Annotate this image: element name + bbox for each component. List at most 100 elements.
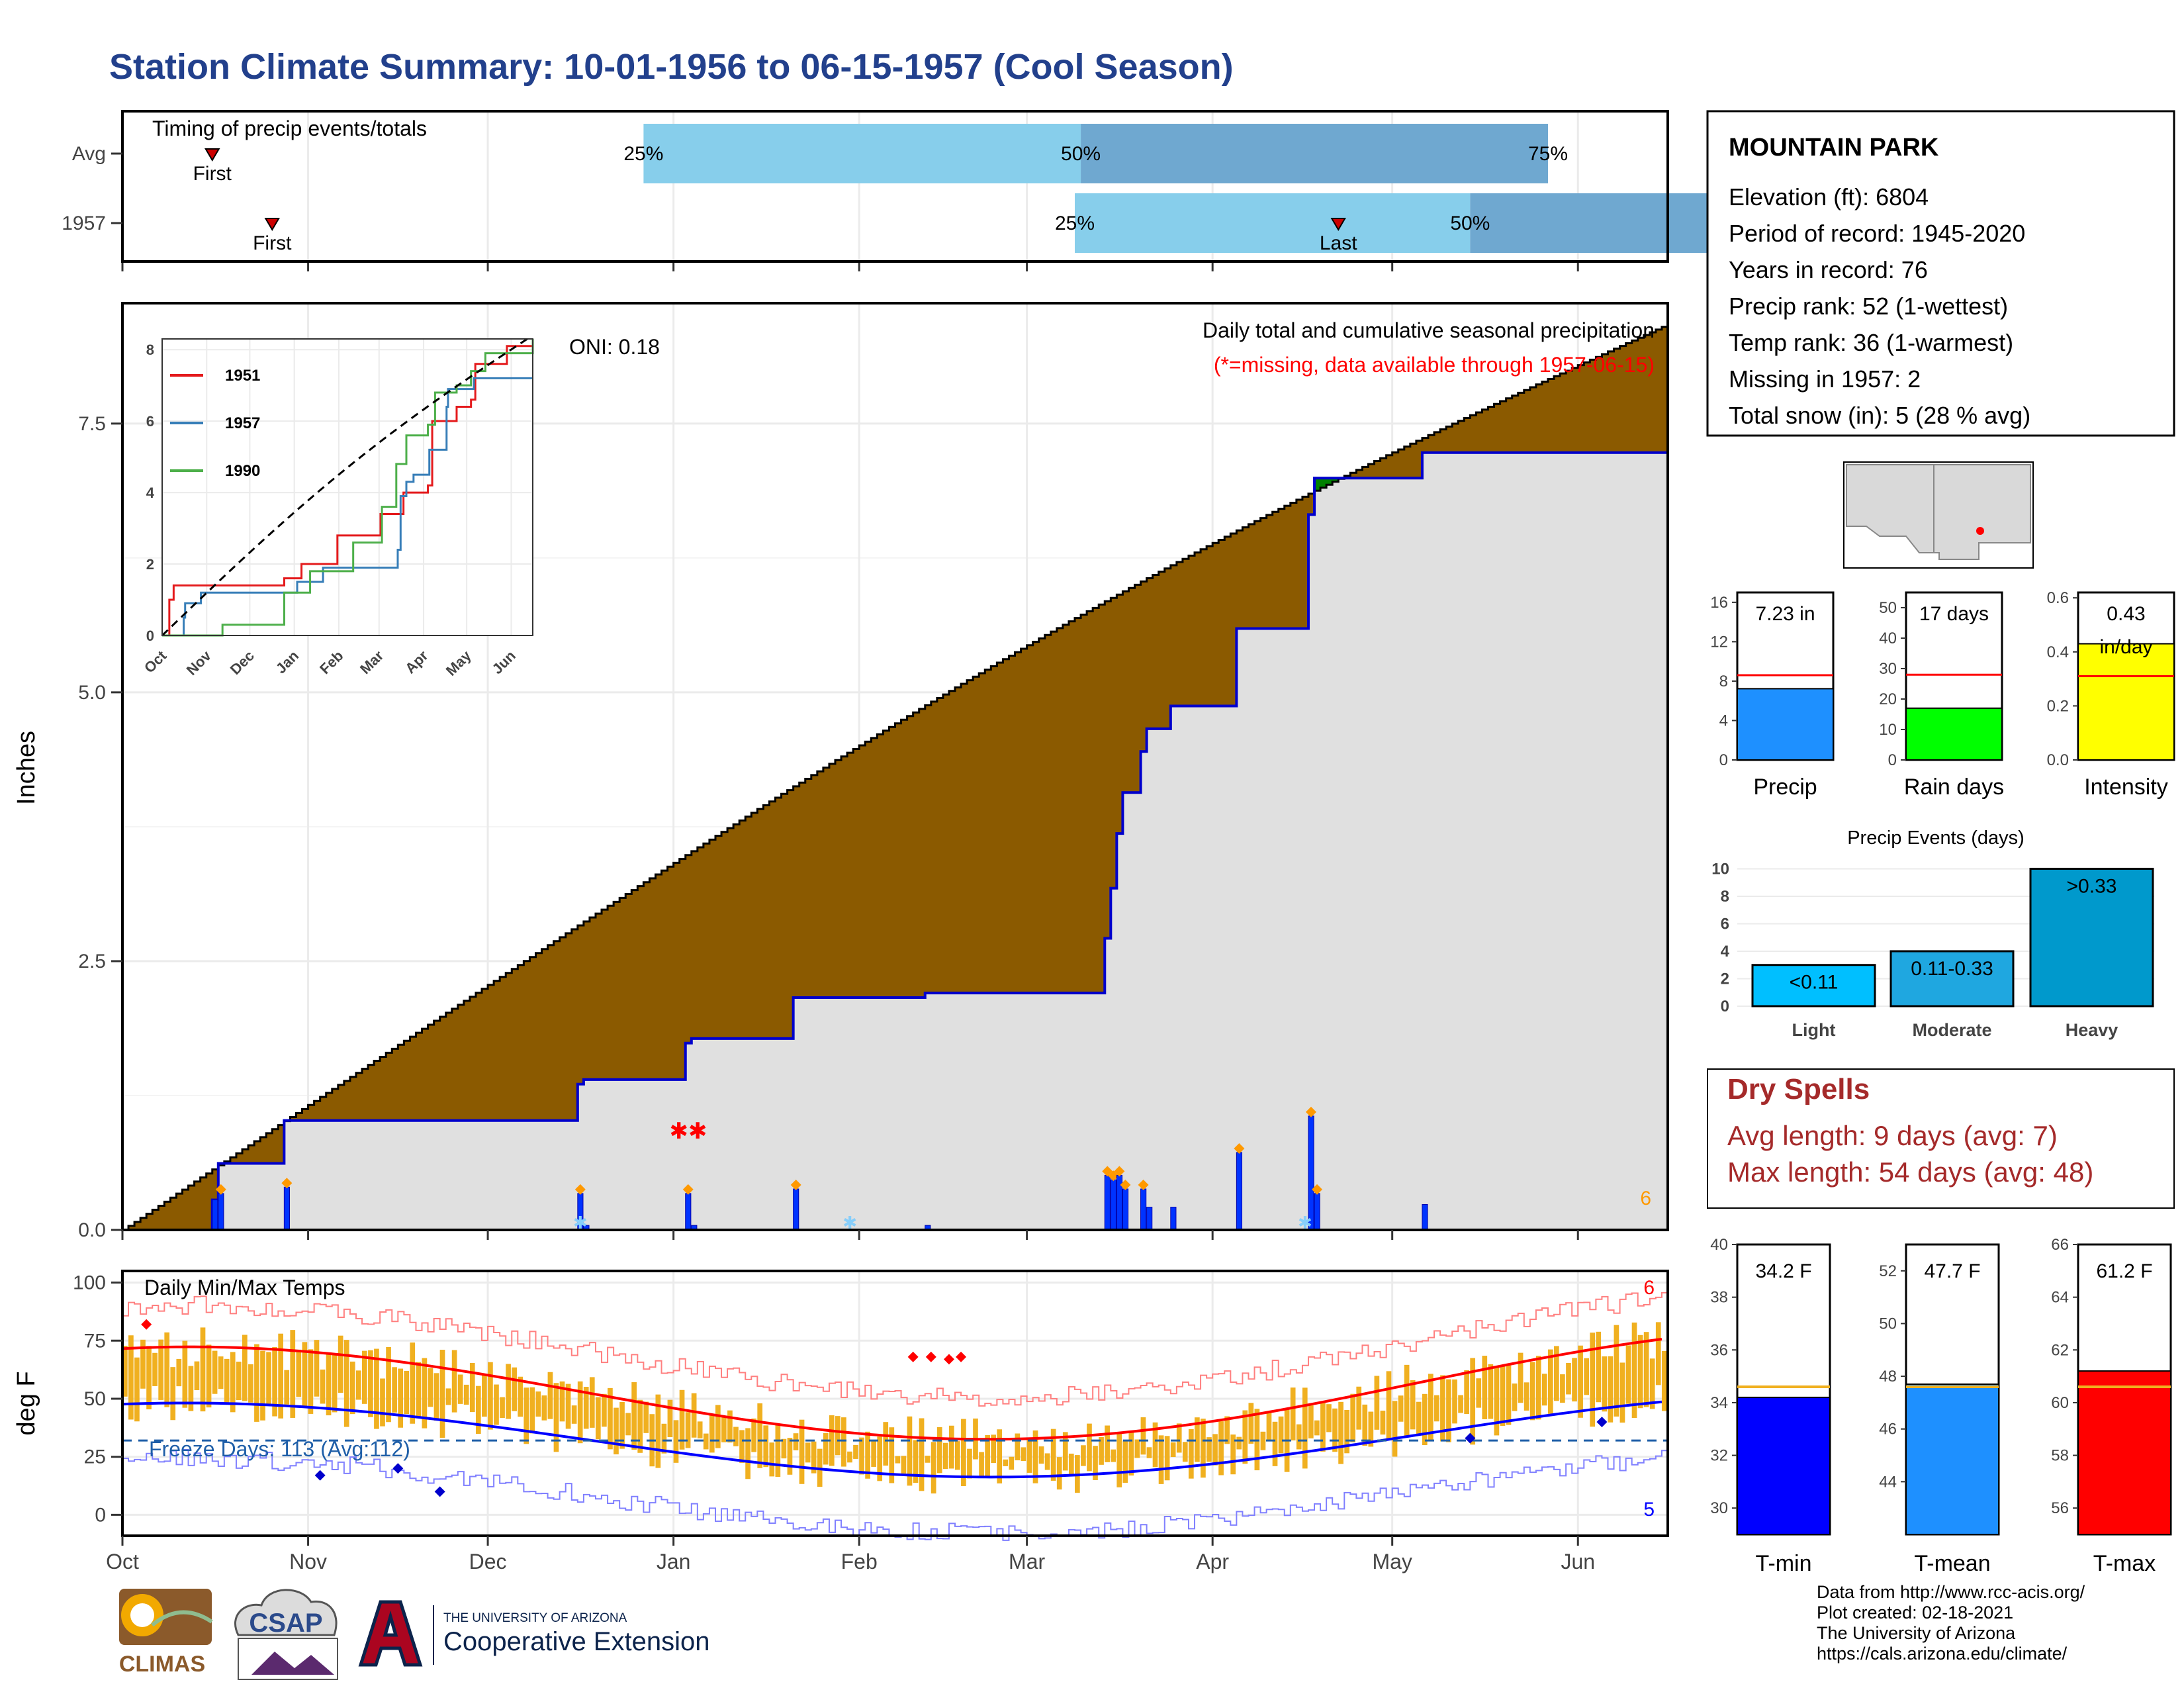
inset-xtick-label: Oct <box>141 647 170 676</box>
precip-chart-title: Daily total and cumulative seasonal prec… <box>1203 318 1655 342</box>
footer-line: Plot created: 02-18-2021 <box>1817 1603 2014 1622</box>
daily-precip-bar <box>793 1188 799 1231</box>
dry-spells-avg: Avg length: 9 days (avg: 7) <box>1727 1120 2058 1151</box>
daily-temp-bar <box>1212 1434 1218 1466</box>
timing-panel: Timing of precip events/totals Avg 25% 50%… <box>62 110 1766 271</box>
record-low-marker <box>1596 1417 1608 1428</box>
daily-temp-bar <box>451 1350 457 1413</box>
daily-temp-bar <box>500 1397 505 1418</box>
daily-temp-bar <box>1392 1401 1398 1457</box>
summary-ytick-label: 0 <box>1719 751 1728 769</box>
temp-bar-value: 61.2 F <box>2096 1260 2152 1282</box>
temp-panel: 0 25 50 75 100 deg F Daily Min/Max Temps Fre… <box>13 1270 1669 1573</box>
precip-chart-subtitle: (*=missing, data available through 1957-… <box>1214 353 1655 377</box>
daily-temp-bar <box>769 1442 775 1477</box>
daily-temp-bar <box>1188 1429 1194 1479</box>
daily-temp-bar <box>343 1340 349 1427</box>
daily-temp-bar <box>1344 1409 1349 1454</box>
daily-temp-bar <box>1087 1423 1092 1472</box>
daily-temp-bar <box>829 1415 835 1466</box>
daily-precip-marker <box>1234 1143 1245 1154</box>
daily-temp-bar <box>1572 1358 1577 1402</box>
daily-temp-bar <box>1649 1358 1655 1409</box>
summary-bar-label: Intensity <box>2084 774 2168 800</box>
daily-temp-bar <box>1140 1417 1146 1455</box>
daily-temp-bar <box>1081 1445 1086 1466</box>
inset-xtick-label: Jan <box>273 647 302 677</box>
timing-q50-q75-bar <box>1470 193 1746 253</box>
daily-temp-bar <box>889 1427 895 1483</box>
daily-precip-marker <box>790 1180 801 1191</box>
daily-temp-bar <box>1128 1432 1134 1476</box>
daily-temp-bar <box>506 1364 511 1419</box>
daily-temp-bar <box>1476 1378 1482 1408</box>
precip-ytick-label: 2.5 <box>78 951 106 972</box>
snow-marker: ✱ <box>842 1213 857 1233</box>
daily-temp-bar <box>1614 1325 1619 1417</box>
inset-ytick-label: 8 <box>146 342 154 358</box>
daily-precip-marker <box>281 1178 293 1189</box>
summary-ytick-label: 12 <box>1710 633 1728 651</box>
summary-ytick-label: 10 <box>1879 721 1897 739</box>
daily-temp-bar <box>1038 1446 1044 1464</box>
daily-temp-bar <box>1482 1356 1488 1419</box>
daily-temp-bar <box>1290 1387 1296 1440</box>
precip-event-bar-label: >0.33 <box>2067 875 2117 897</box>
daily-temp-bar <box>661 1423 667 1454</box>
temp-bar-ytick-label: 38 <box>1710 1289 1728 1307</box>
daily-temp-bar <box>1296 1424 1302 1450</box>
daily-temp-bar <box>1206 1437 1212 1462</box>
daily-temp-bar <box>1272 1421 1278 1466</box>
daily-temp-bar <box>1422 1393 1428 1446</box>
daily-temp-bar <box>338 1335 343 1393</box>
temp-bar-ytick-label: 40 <box>1710 1236 1728 1254</box>
daily-temp-bar <box>296 1349 302 1397</box>
csap-logo: CSAP <box>234 1589 338 1680</box>
daily-temp-bar <box>457 1374 463 1404</box>
daily-temp-bar <box>739 1430 745 1463</box>
daily-temp-bar <box>643 1401 649 1433</box>
daily-temp-bar <box>1524 1382 1529 1411</box>
summary-ytick-label: 0 <box>1888 751 1897 769</box>
daily-temp-bar <box>128 1335 134 1420</box>
daily-temp-bar <box>1201 1419 1206 1478</box>
daily-temp-bar <box>997 1429 1003 1483</box>
summary-bar-fill <box>1905 707 2003 761</box>
daily-precip-bar <box>1104 1174 1111 1231</box>
university-of-arizona-logo: THE UNIVERSITY OF ARIZONA Cooperative Ex… <box>358 1600 709 1667</box>
daily-temp-bar <box>512 1367 517 1411</box>
daily-temp-bar <box>667 1399 673 1438</box>
precip-events-ytick-label: 10 <box>1711 860 1729 878</box>
daily-temp-bar <box>1578 1345 1583 1418</box>
daily-temp-bar <box>170 1367 176 1421</box>
station-info-line: Elevation (ft): 6804 <box>1729 183 1929 211</box>
record-high-marker <box>925 1351 936 1362</box>
daily-temp-bar <box>895 1456 901 1464</box>
daily-temp-bar <box>1122 1440 1128 1483</box>
daily-temp-bar <box>1488 1364 1494 1419</box>
footer-line: Data from http://www.rcc-acis.org/ <box>1817 1582 2085 1602</box>
daily-temp-bar <box>1512 1383 1518 1411</box>
inset-frame <box>161 338 533 636</box>
daily-temp-bar <box>218 1356 224 1389</box>
temp-bar-value: 47.7 F <box>1924 1260 1980 1282</box>
daily-temp-bar <box>1596 1331 1602 1403</box>
daily-temp-bar <box>541 1395 547 1421</box>
temp-ytick-label: 75 <box>84 1330 106 1352</box>
dry-spells-box: Dry Spells Avg length: 9 days (avg: 7) M… <box>1707 1068 2175 1209</box>
daily-temp-bar <box>260 1350 265 1421</box>
cumulative-inset: 0 2 4 6 8 Oct Nov Dec Jan Feb Mar Apr May Jun 1951 1957… <box>141 336 534 679</box>
csap-logo-text: CSAP <box>249 1609 322 1638</box>
daily-temp-bar <box>793 1433 799 1450</box>
average-cumulative-line <box>122 326 1668 1231</box>
inset-ytick-label: 0 <box>146 628 154 644</box>
daily-temp-bar <box>176 1358 182 1387</box>
precip-event-bar-label: 0.11-0.33 <box>1911 958 1993 980</box>
daily-temp-bar <box>811 1441 817 1474</box>
timing-q75-label: 75% <box>1528 143 1568 165</box>
daily-temp-bar <box>823 1432 829 1465</box>
daily-temp-bar <box>194 1361 200 1391</box>
daily-temp-bar <box>733 1427 739 1446</box>
daily-temp-bar <box>936 1427 942 1474</box>
inset-ytick-label: 6 <box>146 413 154 430</box>
